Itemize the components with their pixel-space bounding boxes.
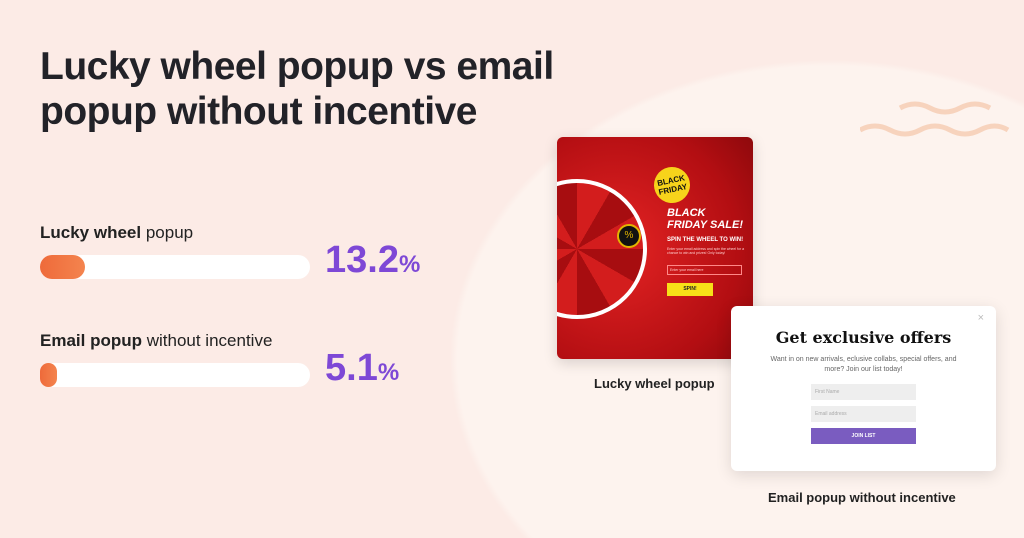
- lucky-caption: Lucky wheel popup: [594, 376, 715, 391]
- bar-track: [40, 363, 310, 387]
- close-icon: ×: [977, 312, 984, 324]
- bar-row-email: Email popup without incentive 5.1%: [40, 331, 399, 389]
- email-popup-preview: × Get exclusive offers Want in on new ar…: [731, 306, 996, 471]
- wheel-graphic: [557, 179, 647, 319]
- lucky-wheel-popup-preview: % BLACK FRIDAY BLACK FRIDAY SALE! SPIN TH…: [557, 137, 753, 359]
- spin-button: SPIN!: [667, 283, 713, 296]
- bar-fill: [40, 255, 85, 279]
- bar-row-lucky: Lucky wheel popup 13.2%: [40, 223, 420, 281]
- wave-decoration: [860, 101, 1010, 137]
- value-label: 13.2%: [325, 239, 421, 281]
- black-friday-badge: BLACK FRIDAY: [650, 163, 694, 207]
- join-list-button: JOIN LIST: [811, 428, 916, 444]
- value-label: 5.1%: [325, 347, 400, 389]
- subheadline: SPIN THE WHEEL TO WIN!: [667, 237, 744, 243]
- page-title: Lucky wheel popup vs email popup without…: [40, 45, 554, 133]
- email-caption: Email popup without incentive: [768, 490, 956, 505]
- bar-track: [40, 255, 310, 279]
- body-text: Enter your email address and spin the wh…: [667, 247, 745, 255]
- bar-label: Email popup without incentive: [40, 331, 273, 350]
- first-name-input: First Name: [811, 384, 916, 400]
- email-input: Enter your email here: [667, 265, 742, 275]
- popup-title: Get exclusive offers: [775, 328, 952, 347]
- email-input: Email address: [811, 406, 916, 422]
- bar-fill: [40, 363, 58, 387]
- bar-label: Lucky wheel popup: [40, 223, 194, 242]
- popup-body: Want in on new arrivals, eclusive collab…: [770, 356, 957, 373]
- headline: BLACK FRIDAY SALE!: [667, 207, 743, 231]
- percent-icon: %: [617, 224, 641, 248]
